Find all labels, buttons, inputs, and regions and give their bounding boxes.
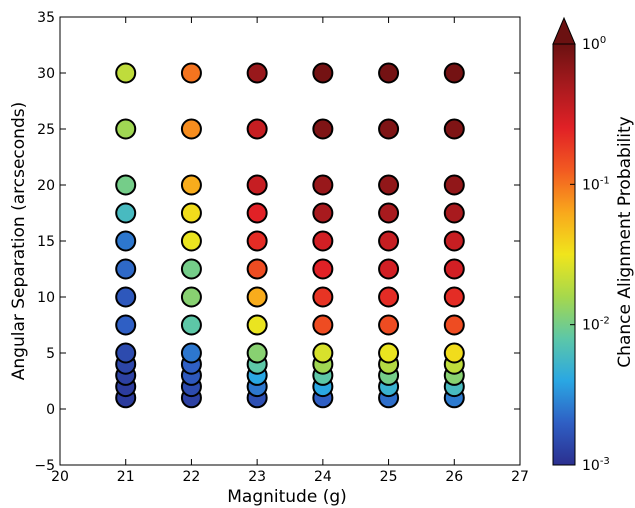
y-tick-label: 20 — [37, 178, 55, 194]
colorbar-extend-arrow — [552, 16, 576, 45]
scatter-point — [443, 62, 465, 84]
scatter-point — [246, 118, 268, 140]
scatter-point — [246, 230, 268, 252]
colorbar-tick-label: 100 — [582, 35, 606, 53]
scatter-point — [378, 258, 400, 280]
scatter-point — [378, 286, 400, 308]
scatter-point — [115, 174, 137, 196]
scatter-point — [180, 174, 202, 196]
scatter-point — [115, 118, 137, 140]
scatter-point — [246, 62, 268, 84]
y-tick-label: −5 — [34, 458, 55, 474]
scatter-point — [312, 286, 334, 308]
scatter-point — [443, 118, 465, 140]
x-tick-label: 20 — [51, 469, 69, 485]
scatter-point — [443, 258, 465, 280]
scatter-point — [443, 174, 465, 196]
x-axis-title: Magnitude (g) — [227, 487, 347, 507]
scatter-points — [115, 62, 465, 409]
scatter-point — [378, 342, 400, 364]
scatter-point — [246, 202, 268, 224]
colorbar-title: Chance Alignment Probability — [615, 116, 635, 367]
x-tick-label: 24 — [314, 469, 332, 485]
scatter-point — [246, 258, 268, 280]
x-tick-label: 27 — [511, 469, 529, 485]
y-axis-title: Angular Separation (arcseconds) — [9, 102, 29, 380]
scatter-point — [115, 314, 137, 336]
scatter-point — [312, 202, 334, 224]
y-tick-label: 15 — [37, 234, 55, 250]
scatter-point — [443, 230, 465, 252]
scatter-point — [246, 286, 268, 308]
scatter-point — [378, 230, 400, 252]
x-tick-label: 23 — [248, 469, 266, 485]
y-tick-label: 10 — [37, 290, 55, 306]
y-tick-label: 30 — [37, 66, 55, 82]
scatter-point — [443, 314, 465, 336]
scatter-point — [180, 118, 202, 140]
x-tick-label: 21 — [117, 469, 135, 485]
scatter-point — [115, 342, 137, 364]
scatter-point — [115, 230, 137, 252]
scatter-point — [115, 202, 137, 224]
scatter-point — [312, 314, 334, 336]
y-tick-label: 0 — [46, 402, 55, 418]
scatter-point — [180, 202, 202, 224]
scatter-point — [115, 286, 137, 308]
scatter-point — [312, 118, 334, 140]
scatter-point — [443, 286, 465, 308]
scatter-point — [312, 174, 334, 196]
colorbar-tick-label: 10-2 — [582, 316, 610, 334]
scatter-point — [180, 286, 202, 308]
y-axis-ticks: −5 0 5 10 15 20 25 30 35 — [34, 10, 520, 474]
scatter-point — [180, 314, 202, 336]
y-tick-label: 5 — [46, 346, 55, 362]
colorbar: 100 10-1 10-2 10-3 — [552, 16, 610, 474]
x-tick-label: 26 — [445, 469, 463, 485]
colorbar-gradient — [552, 43, 576, 466]
scatter-point — [180, 342, 202, 364]
scatter-point — [180, 62, 202, 84]
scatter-point — [443, 202, 465, 224]
scatter-point — [115, 258, 137, 280]
scatter-point — [180, 230, 202, 252]
scatter-point — [312, 258, 334, 280]
scatter-point — [378, 62, 400, 84]
x-tick-label: 25 — [380, 469, 398, 485]
scatter-point — [246, 342, 268, 364]
scatter-point — [378, 118, 400, 140]
scatter-point — [378, 174, 400, 196]
y-tick-label: 35 — [37, 10, 55, 26]
scatter-point — [246, 314, 268, 336]
y-tick-label: 25 — [37, 122, 55, 138]
scatter-point — [180, 258, 202, 280]
scatter-point — [312, 342, 334, 364]
x-axis-ticks: 20 21 22 23 24 25 26 27 — [51, 17, 529, 485]
scatter-point — [312, 230, 334, 252]
scatter-point — [443, 342, 465, 364]
scatter-point — [115, 62, 137, 84]
colorbar-tick-label: 10-1 — [582, 175, 610, 193]
x-tick-label: 22 — [183, 469, 201, 485]
scatter-point — [378, 202, 400, 224]
colorbar-tick-label: 10-3 — [582, 456, 610, 474]
scatter-point — [312, 62, 334, 84]
scatter-point — [378, 314, 400, 336]
scatter-point — [246, 174, 268, 196]
